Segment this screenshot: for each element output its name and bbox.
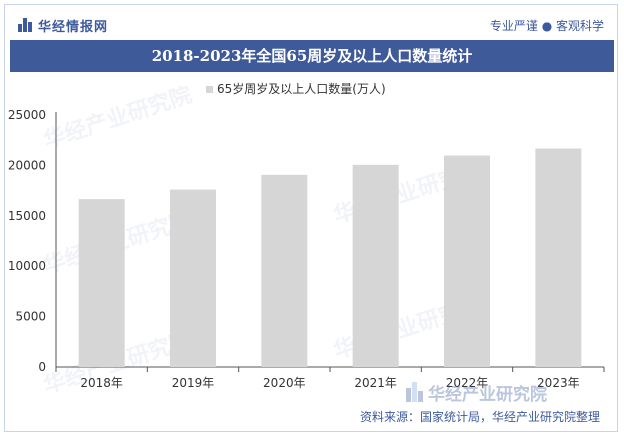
y-tick-label: 20000 xyxy=(8,158,46,172)
brand-name: 华经情报网 xyxy=(38,20,109,35)
legend-swatch xyxy=(206,86,213,93)
bar xyxy=(261,174,308,367)
y-tick-label: 25000 xyxy=(8,108,46,122)
y-tick-label: 0 xyxy=(38,360,46,374)
bar xyxy=(535,148,582,367)
bar xyxy=(170,189,216,367)
chart-title: 2018-2023年全国65周岁及以上人口数量统计 xyxy=(10,40,614,72)
x-tick-label: 2021年 xyxy=(354,376,397,390)
bar xyxy=(352,164,399,367)
header-bar: 华经情报网 专业严谨 ● 客观科学 xyxy=(10,12,614,38)
x-tick-label: 2023年 xyxy=(537,376,580,390)
x-tick-label: 2022年 xyxy=(446,376,489,390)
logo-text: 华经产业研究院 xyxy=(428,385,547,405)
bar xyxy=(78,199,125,367)
brand-logo-icon xyxy=(18,18,32,32)
x-tick-label: 2020年 xyxy=(263,376,306,390)
y-tick-label: 10000 xyxy=(8,259,46,273)
bottom-logo: 华经产业研究院 xyxy=(406,380,606,405)
x-tick-label: 2019年 xyxy=(172,376,215,390)
y-tick-label: 15000 xyxy=(8,209,46,223)
x-tick-label: 2018年 xyxy=(80,376,123,390)
tagline: 专业严谨 ● 客观科学 xyxy=(489,19,604,33)
bar xyxy=(444,155,490,367)
y-tick-label: 5000 xyxy=(15,310,46,324)
legend-label: 65岁周岁及以上人口数量(万人) xyxy=(217,81,386,96)
source-note: 资料来源：国家统计局，华经产业研究院整理 xyxy=(359,410,600,424)
logo-mark-icon xyxy=(406,382,423,402)
